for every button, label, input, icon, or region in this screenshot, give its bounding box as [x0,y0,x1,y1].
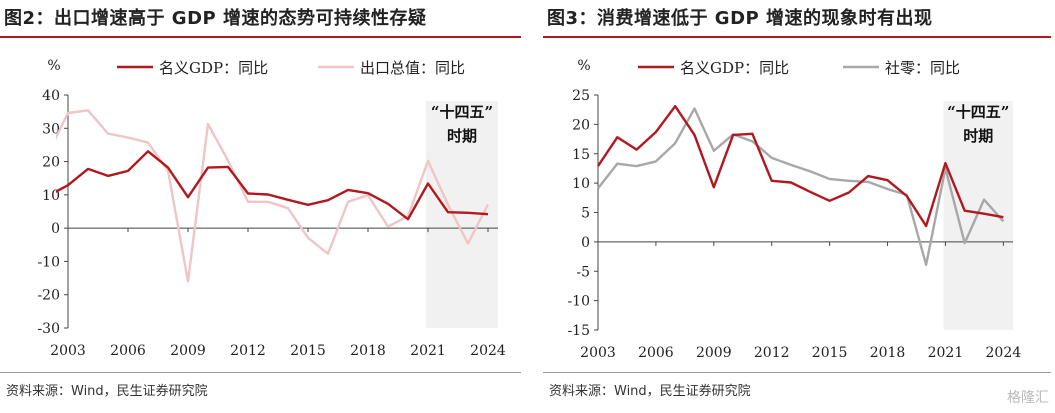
x-tick-label: 2024 [986,345,1022,361]
shade-label: 时期 [447,127,477,145]
y-tick-label: 40 [42,88,60,104]
source-rule [543,372,1051,373]
y-tick-label: 0 [581,235,590,251]
series-line [597,104,1004,228]
y-tick-label: 0 [51,221,60,237]
y-tick-label: -20 [37,288,60,304]
legend-label: 名义GDP：同比 [159,59,268,77]
chart-title: 图2：出口增速高于 GDP 增速的态势可持续性存疑 [4,8,427,29]
y-tick-label: -30 [37,321,60,337]
y-tick-label: -15 [567,323,590,339]
shade-label: 时期 [963,127,993,145]
x-tick-label: 2015 [290,343,326,359]
y-tick-label: 10 [572,176,590,192]
title-rule [543,36,1051,38]
consumption-vs-gdp-chart: “十四五” 时期% -15 -10 -5 0 5 10 15 20 25 2003 2006 2009 20… [567,58,1022,361]
y-tick-label: 25 [572,88,590,104]
chart-title: 图3：消费增速低于 GDP 增速的现象时有出现 [547,8,933,29]
source-note: 资料来源：Wind，民生证券研究院 [549,384,751,399]
legend-label: 社零：同比 [885,59,960,77]
x-tick-label: 2006 [638,345,674,361]
legend-label: 名义GDP：同比 [680,59,789,77]
source-note: 资料来源：Wind，民生证券研究院 [6,384,208,399]
shade-label: “十四五” [431,103,493,121]
unit-label: % [47,58,60,74]
shade-label: “十四五” [947,103,1009,121]
source-rule [0,372,521,373]
y-tick-label: 15 [572,147,590,163]
x-tick-label: 2006 [110,343,146,359]
watermark-logo: 格隆汇 [1007,390,1049,406]
series-line [56,150,489,221]
exports-vs-gdp-chart: “十四五” 时期% -30 -20 -10 0 10 20 30 40 2003 2006 2009 20… [37,58,506,359]
x-tick-label: 2012 [754,345,790,361]
chart-panel-exports: 图2：出口增速高于 GDP 增速的态势可持续性存疑 “十四五” 时期% -30 -20… [0,0,525,413]
unit-label: % [577,58,590,74]
y-tick-label: -10 [567,294,590,310]
x-tick-label: 2003 [580,345,616,361]
x-tick-label: 2009 [696,345,732,361]
x-tick-label: 2009 [170,343,206,359]
x-tick-label: 2021 [928,345,964,361]
x-tick-label: 2003 [50,343,86,359]
legend-label: 出口总值：同比 [360,59,465,77]
x-tick-label: 2018 [870,345,906,361]
series-line [597,107,1005,266]
x-tick-label: 2018 [350,343,386,359]
x-tick-label: 2012 [230,343,266,359]
y-tick-label: 20 [42,155,60,171]
chart-panel-consumption: 图3：消费增速低于 GDP 增速的现象时有出现 “十四五” 时期% -15 -10 -5… [543,0,1055,413]
y-tick-label: -5 [576,264,590,280]
x-tick-label: 2024 [470,343,506,359]
title-rule [0,36,521,38]
y-tick-label: 5 [581,206,590,222]
x-tick-label: 2021 [410,343,446,359]
y-tick-label: 10 [42,188,60,204]
y-tick-label: 20 [572,117,590,133]
y-tick-label: 30 [42,121,60,137]
series-line [56,109,490,283]
x-tick-label: 2015 [812,345,848,361]
y-tick-label: -10 [37,254,60,270]
